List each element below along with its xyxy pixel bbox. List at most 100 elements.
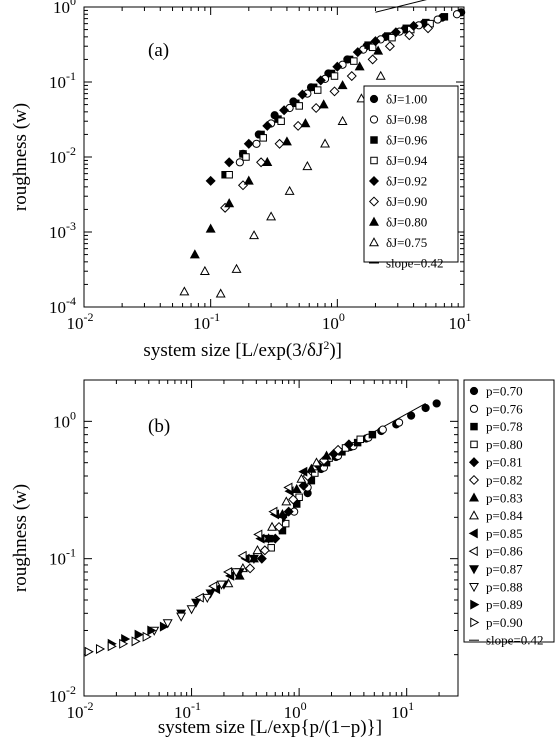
legend-label-p-0-80: p=0.80: [486, 437, 523, 452]
data-point-p-0-76: [394, 418, 404, 427]
y-tick-label-a: 10-4: [49, 294, 76, 317]
legend-marker-p-0-76: [469, 404, 479, 413]
legend-marker-p-0-80: [470, 440, 478, 449]
data-point-p-0-70: [432, 399, 441, 408]
data-point-p-0-84: [252, 544, 263, 555]
legend-label-p-0-86: p=0.86: [486, 544, 523, 559]
tick-base: 10: [391, 703, 408, 722]
legend-box-b: [463, 379, 555, 643]
legend-marker-dj-0-94: [370, 156, 378, 165]
legend-marker-dj-0-80: [369, 216, 379, 226]
data-point-dj-0-80: [205, 223, 216, 233]
data-point-dj-0-98: [252, 139, 261, 148]
tick-exp: -1: [210, 310, 220, 324]
data-point-dj-0-80: [300, 118, 311, 128]
tick-exp: -4: [66, 294, 76, 308]
panel-label-b: (b): [148, 416, 170, 437]
data-point-dj-0-98: [433, 15, 442, 24]
data-point-dj-0-80: [262, 156, 273, 167]
data-point-p-0-82: [288, 494, 299, 505]
data-point-dj-0-92: [370, 36, 381, 47]
legend-b: p=0.70 p=0.76 p=0.78 p=0.80 p=0.81 p=0.82 p=0.…: [463, 379, 555, 648]
tick-base: 10: [322, 314, 339, 333]
data-point-dj-0-94: [259, 134, 267, 142]
data-point-dj-0-94: [368, 43, 377, 52]
legend-label-dj-0-90: δJ=0.90: [386, 194, 427, 209]
data-point-p-0-81: [270, 533, 281, 544]
data-point-p-0-87: [248, 554, 259, 565]
data-point-dj-0-94: [225, 171, 233, 179]
data-marks-a: [179, 0, 466, 298]
legend-label-p-0-82: p=0.82: [486, 473, 523, 488]
legend-box-a: [363, 85, 459, 263]
data-point-dj-0-94: [295, 102, 303, 110]
data-point-dj-0-90: [384, 41, 395, 52]
tick-base: 10: [193, 314, 210, 333]
x-axis-label-a: system size [L/exp(3/δJ2)]: [143, 338, 342, 361]
data-point-p-0-78: [307, 476, 316, 485]
x-tick-label-a: 10-1: [193, 310, 220, 333]
x-tick-label-b: 100: [284, 699, 307, 722]
data-point-dj-0-92: [297, 89, 308, 100]
tick-base: 10: [449, 314, 466, 333]
tick-exp: -1: [66, 69, 76, 83]
data-point-p-0-80: [281, 519, 290, 528]
data-point-p-0-88: [162, 619, 173, 629]
data-point-p-0-87: [191, 598, 201, 608]
data-point-dj-0-80: [318, 99, 329, 109]
data-point-p-0-70: [407, 411, 416, 420]
data-point-dj-0-94: [330, 72, 339, 80]
legend-label-slope-b: slope=0.42: [486, 633, 544, 648]
data-point-dj-0-80: [354, 61, 365, 71]
legend-label-p-0-76: p=0.76: [486, 401, 523, 416]
data-point-dj-0-92: [224, 157, 235, 168]
data-point-dj-0-80: [243, 175, 254, 185]
legend-marker-p-0-87: [469, 565, 479, 575]
data-point-p-0-86: [268, 506, 278, 517]
data-point-dj-0-92: [390, 27, 401, 38]
tick-base: 10: [49, 223, 66, 242]
tick-exp: -2: [66, 144, 76, 158]
legend-label-dj-0-96: δJ=0.96: [386, 133, 428, 148]
tick-base: 10: [49, 687, 66, 706]
data-point-p-0-80: [311, 469, 319, 477]
legend-marker-p-0-84: [469, 510, 479, 520]
data-point-dj-0-98: [452, 10, 462, 19]
legend-label-p-0-81: p=0.81: [486, 455, 523, 470]
data-point-dj-0-75: [215, 288, 226, 298]
data-point-dj-0-75: [249, 230, 260, 240]
tick-base: 10: [49, 550, 66, 569]
y-axis-label-a: roughness (w): [10, 103, 31, 211]
data-point-p-0-90: [142, 631, 152, 642]
legend-a: δJ=1.00 δJ=0.98 δJ=0.96 δJ=0.94 δJ=0.92 δJ=0.…: [363, 85, 459, 271]
data-point-p-0-82: [245, 563, 256, 574]
data-point-p-0-82: [273, 521, 285, 533]
legend-marker-p-0-85: [468, 528, 478, 539]
legend-label-p-0-88: p=0.88: [486, 579, 523, 594]
slope-reference-line-a: [375, 0, 427, 13]
legend-marker-dj-0-98: [369, 115, 379, 124]
tick-exp: -1: [66, 546, 76, 560]
data-point-p-0-80: [267, 544, 275, 552]
data-point-p-0-90: [95, 643, 106, 654]
legend-marker-p-0-86: [468, 546, 478, 557]
data-point-dj-0-75: [375, 70, 386, 80]
data-point-p-0-87: [205, 589, 216, 599]
tick-base: 10: [53, 0, 70, 17]
data-point-p-0-80: [356, 435, 364, 444]
tick-base: 10: [67, 703, 84, 722]
data-point-dj-0-75: [199, 265, 210, 275]
legend-marker-p-0-88: [469, 583, 479, 593]
y-axis-label-b: roughness (w): [10, 484, 31, 592]
data-point-dj-0-92: [352, 47, 363, 58]
data-point-p-0-89: [121, 634, 131, 644]
legend-marker-dj-1-00: [369, 94, 379, 104]
data-point-p-0-88: [202, 593, 213, 604]
legend-marker-dj-0-75: [369, 237, 379, 247]
data-point-dj-0-96: [440, 13, 449, 21]
data-point-p-0-88: [186, 605, 197, 615]
data-point-p-0-90: [131, 636, 141, 647]
